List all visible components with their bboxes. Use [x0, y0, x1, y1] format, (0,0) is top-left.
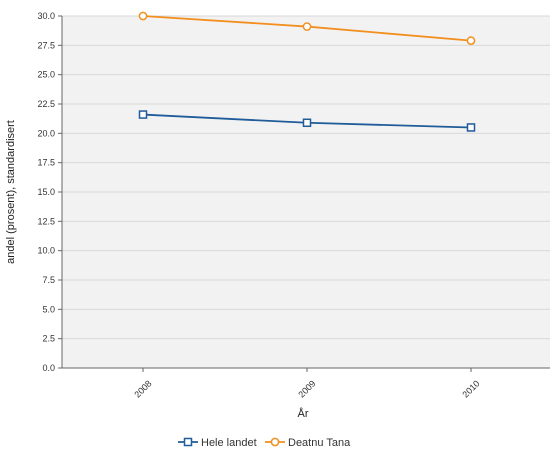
series-1: [138, 11, 476, 45]
x-tick-label: 2010: [460, 378, 481, 399]
series-0: [138, 110, 476, 132]
legend-label: Deatnu Tana: [288, 437, 351, 449]
legend[interactable]: Hele landet Deatnu Tana: [178, 437, 351, 449]
data-point: [466, 36, 476, 45]
series-layer: [138, 11, 476, 132]
y-tick-label: 17.5: [37, 158, 55, 168]
y-tick-label: 27.5: [37, 40, 55, 50]
data-point: [302, 22, 312, 31]
y-tick-label: 25.0: [37, 70, 55, 80]
y-tick-label: 7.5: [42, 275, 55, 285]
legend-item-1[interactable]: Deatnu Tana: [265, 437, 351, 449]
x-axis-title: År: [298, 407, 309, 420]
x-tick-label: 2008: [132, 378, 153, 399]
y-tick-label: 0.0: [42, 363, 55, 373]
y-tick-label: 10.0: [37, 246, 55, 256]
data-point: [302, 118, 312, 128]
x-tick-label: 2009: [296, 378, 317, 399]
data-point: [466, 123, 476, 132]
data-point: [138, 110, 148, 119]
y-tick-label: 15.0: [37, 187, 55, 197]
legend-marker: [270, 437, 280, 447]
legend-label: Hele landet: [201, 437, 257, 449]
legend-item-0[interactable]: Hele landet: [178, 437, 257, 449]
y-tick-label: 22.5: [37, 99, 55, 109]
gridlines: [62, 15, 550, 340]
legend-marker: [183, 437, 193, 447]
y-tick-label: 20.0: [37, 128, 55, 138]
y-tick-label: 5.0: [42, 304, 55, 314]
x-axis-ticks: 2008 2009 2010: [132, 368, 482, 400]
y-axis-title: andel (prosent), standardisert: [5, 120, 17, 264]
y-tick-label: 12.5: [37, 216, 55, 226]
y-tick-label: 30.0: [37, 11, 55, 21]
y-axis-ticks: 0.0 2.5 5.0 7.5 10.0 12.5 15.0 17.5 20.0 22.5 25.0…: [37, 11, 62, 373]
data-point: [138, 11, 148, 21]
y-tick-label: 2.5: [42, 334, 55, 344]
